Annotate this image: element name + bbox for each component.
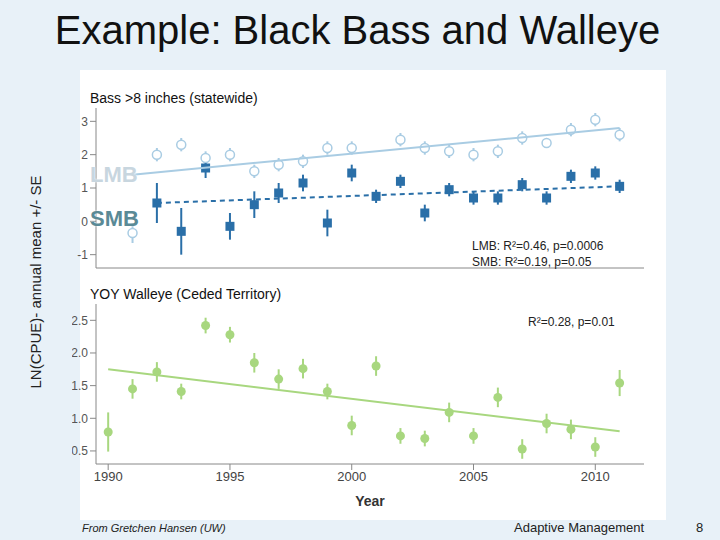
svg-text:2000: 2000: [337, 469, 366, 484]
svg-text:1.0: 1.0: [72, 412, 88, 426]
svg-text:0.5: 0.5: [72, 444, 88, 458]
svg-text:2.0: 2.0: [72, 346, 88, 360]
html-text:LMB: R²=0.46, p=0.0006: LMB: R²=0.46, p=0.0006: [472, 239, 604, 253]
svg-text:1990: 1990: [94, 469, 123, 484]
html-text:LMB: LMB: [90, 162, 138, 187]
svg-text:2.5: 2.5: [72, 314, 88, 328]
svg-text:2010: 2010: [581, 469, 610, 484]
html-text:Bass >8 inches (statewide): Bass >8 inches (statewide): [90, 90, 258, 106]
html-text:SMB: SMB: [90, 206, 139, 231]
html-text:LN(CPUE)- annual mean +/- SE: LN(CPUE)- annual mean +/- SE: [26, 175, 44, 389]
svg-text:1995: 1995: [215, 469, 244, 484]
html-text:YOY Walleye (Ceded Territory): YOY Walleye (Ceded Territory): [90, 286, 282, 302]
html-text:Adaptive Management: Adaptive Management: [514, 520, 645, 535]
svg-text:2: 2: [81, 148, 88, 162]
svg-text:Year: Year: [355, 493, 385, 509]
html-text:R²=0.28, p=0.01: R²=0.28, p=0.01: [528, 315, 615, 329]
svg-text:2005: 2005: [459, 469, 488, 484]
html-text:Example: Black Bass and Walley: Example: Black Bass and Walleye: [54, 8, 661, 52]
html-text:SMB: R²=0.19, p=0.05: SMB: R²=0.19, p=0.05: [472, 255, 592, 269]
svg-text:0: 0: [81, 215, 88, 229]
svg-text:-1: -1: [77, 248, 88, 262]
html-text:8: 8: [696, 520, 704, 535]
html-text:From Gretchen Hansen (UW): From Gretchen Hansen (UW): [82, 522, 226, 534]
svg-text:1.5: 1.5: [72, 379, 88, 393]
svg-text:1: 1: [81, 181, 88, 195]
svg-text:3: 3: [81, 115, 88, 129]
